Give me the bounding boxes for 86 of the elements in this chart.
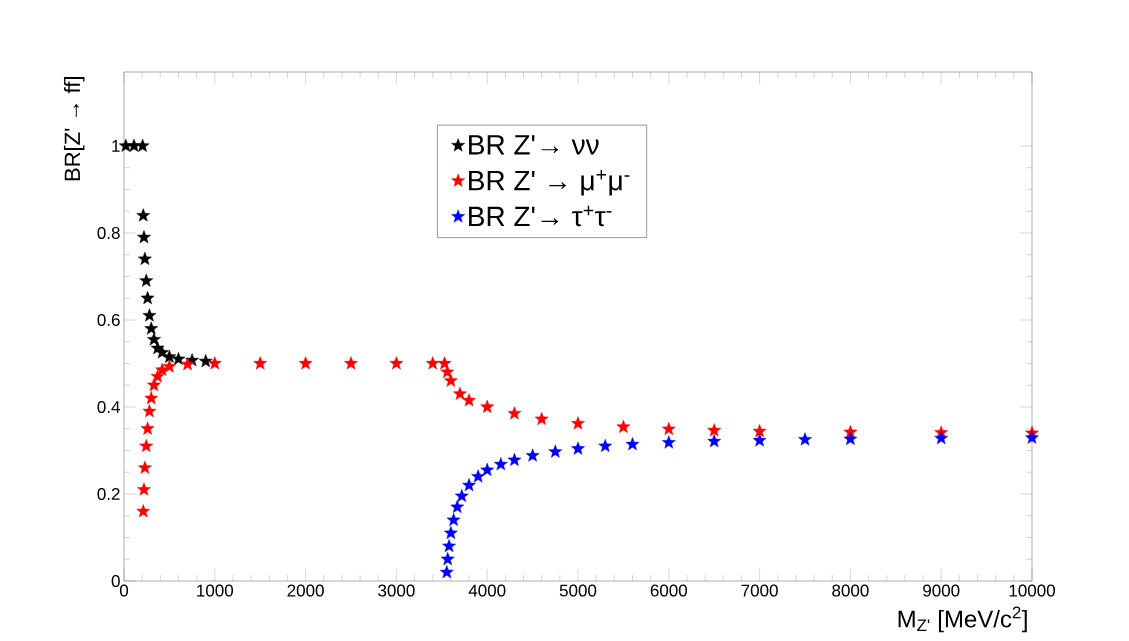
point [661,421,676,436]
point [142,404,157,418]
x-tick-label: 6000 [650,584,688,597]
point [144,391,159,405]
x-tick-label: 8000 [832,584,869,597]
x-tick-label: 10000 [1009,584,1055,597]
point [934,431,949,445]
point [298,356,313,370]
point [752,424,767,438]
legend-label: BR Z'→ τ$^{+}$τ$^{-}$ [469,205,612,227]
point [138,251,152,265]
y-tick-label: 0 [111,574,120,588]
point [471,469,485,483]
point [442,539,456,553]
point [155,362,169,376]
point [493,457,508,471]
point [137,230,151,244]
point [140,421,155,435]
y-axis-title: BR[Z' → ff] [63,77,85,181]
point [525,448,540,462]
point [140,291,155,305]
point [207,356,222,370]
point [147,332,161,346]
point [180,357,195,371]
point [616,419,631,433]
legend-label: BR Z'→ νν [469,135,599,155]
legend-label: BR Z' → μ$^{+}$μ$^{-}$ [469,169,630,196]
point [440,364,455,379]
x-tick-label: 3000 [378,584,415,597]
point [462,393,476,407]
point [462,478,476,492]
point [480,462,495,476]
point [139,438,154,452]
y-tick-label: 0.4 [97,400,120,414]
x-axis-title: M$_{Z'}$ [MeV/c$^{2}$] [898,606,1027,633]
point [444,525,458,540]
x-tick-label: 5000 [559,584,597,597]
x-tick-label: 1000 [197,584,234,597]
point [534,411,549,426]
point [425,356,440,370]
point [571,416,585,430]
point [444,373,458,387]
x-tick-label: 2000 [287,584,324,597]
point [171,351,186,365]
point [253,356,268,370]
y-tick-label: 1 [112,140,120,152]
point [707,434,722,448]
point [450,499,465,513]
point [437,356,452,370]
y-tick-label: 0.6 [97,313,120,326]
point [571,441,585,455]
point [440,552,455,566]
x-tick-label: 0 [119,584,129,597]
point [752,433,767,447]
point [139,273,154,287]
x-tick-label: 4000 [468,584,506,597]
y-tick-label: 0.2 [97,487,120,501]
point [598,438,613,452]
point [162,359,177,373]
point [142,308,157,322]
point [707,423,722,437]
point [136,208,151,222]
point [439,565,454,579]
point [507,406,522,420]
point [625,437,640,451]
point [548,444,563,458]
point [344,356,358,370]
point [453,386,467,400]
x-tick-label: 7000 [741,584,778,597]
point [136,504,151,518]
point [798,432,812,446]
point [843,431,858,446]
point [138,460,152,474]
point [507,452,522,466]
point [137,482,151,496]
x-tick-label: 9000 [923,584,960,597]
point [480,399,495,413]
point [454,488,469,503]
point [661,435,676,449]
point [198,354,213,368]
y-tick-label: 0.8 [97,226,120,239]
point [144,321,159,335]
point [389,356,404,370]
point [1025,430,1039,444]
point [135,138,150,152]
point [446,512,461,526]
